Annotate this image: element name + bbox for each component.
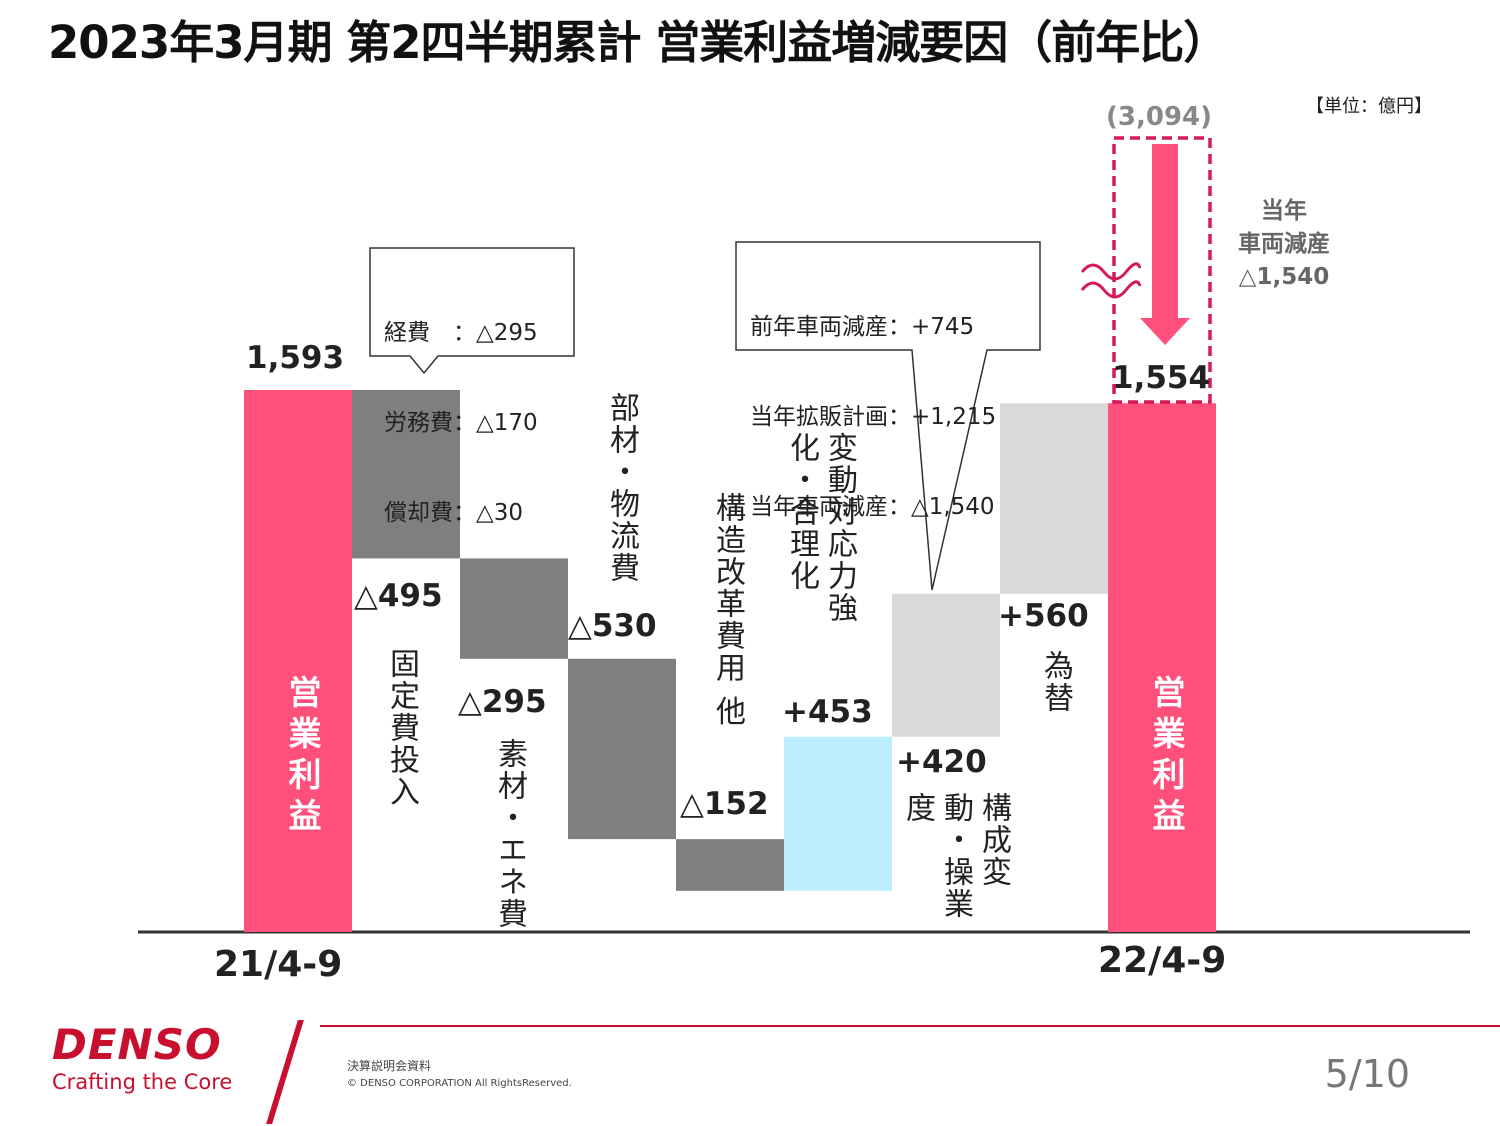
denso-logo: DENSO: [52, 1020, 222, 1069]
category-name-restructure: 構造改革費用 他: [710, 492, 745, 728]
value-label-end: 1,554: [1112, 360, 1211, 396]
x-category-end: 22/4-9: [1098, 940, 1227, 981]
fixed-cost-callout-box: [369, 247, 575, 375]
value-label-fx: +560: [998, 598, 1089, 634]
bar-restructure: [676, 839, 784, 891]
breakdown-line: 償却費：△30: [384, 500, 523, 526]
breakdown-line: 当年拡販計画：+1,215: [750, 404, 997, 430]
bar-materials: [460, 558, 568, 659]
value-label-materials: △295: [458, 684, 547, 720]
value-label-fixed: △495: [354, 578, 443, 614]
bar-logistics: [568, 658, 676, 840]
breakdown-line: 経費 ：△295: [384, 320, 538, 346]
bar-fx: [1000, 403, 1108, 594]
category-name-fx: 為替: [1038, 650, 1073, 714]
breakdown-line: 労務費：△170: [384, 410, 538, 436]
bar-text-start: 営業利益: [283, 675, 322, 839]
bar-volume: [892, 593, 1000, 737]
page-number: 5/10: [1324, 1052, 1410, 1096]
footer-divider: [320, 1025, 1500, 1027]
value-label-logistics: △530: [568, 608, 657, 644]
category-name-rationalize: 変動対応力強化・合理化: [784, 432, 857, 624]
prior-level-dashed-box: [1112, 136, 1212, 404]
reduction-arrow-icon: [1140, 144, 1190, 345]
reduction-line: 車両減産: [1238, 231, 1330, 257]
bar-end: [1108, 403, 1216, 933]
reduction-line: 当年: [1261, 198, 1307, 224]
bar-text-end: 営業利益: [1147, 675, 1186, 839]
x-category-start: 21/4-9: [214, 944, 343, 985]
bar-fixed: [352, 390, 460, 559]
breakdown-line: 前年車両減産：+745: [750, 314, 975, 340]
wave-mark-icon: [1080, 262, 1142, 281]
category-name-volume: 構成変動・操業度: [900, 792, 1011, 920]
breakdown-line: 当年車両減産：△1,540: [750, 494, 995, 520]
volume-breakdown: 前年車両減産：+745 当年拡販計画：+1,215 当年車両減産：△1,540: [750, 252, 996, 552]
copyright: © DENSO CORPORATION All RightsReserved.: [347, 1078, 572, 1089]
page-title: 2023年3月期 第2四半期累計 営業利益増減要因（前年比）: [48, 16, 1228, 69]
prior-value-label: (3,094): [1106, 102, 1213, 132]
value-label-rationalize: +453: [782, 694, 873, 730]
category-name-logistics: 部材・物流費: [604, 392, 639, 584]
value-label-restructure: △152: [680, 786, 769, 822]
document-name: 決算説明会資料: [347, 1059, 432, 1073]
footer-slash: [266, 1020, 304, 1124]
current-year-reduction: 当年 車両減産 △1,540: [1228, 195, 1340, 294]
wave-mark-icon: [1080, 280, 1142, 299]
bar-start: [244, 390, 352, 932]
fixed-cost-breakdown: 経費 ：△295 労務費：△170 償却費：△30: [384, 258, 538, 558]
category-name-fixed: 固定費投入: [384, 648, 419, 808]
waterfall-chart: [138, 136, 1470, 934]
category-name-materials: 素材・エネ費: [492, 738, 527, 930]
bar-rationalize: [784, 736, 892, 891]
tagline: Crafting the Core: [52, 1070, 233, 1094]
value-label-volume: +420: [896, 744, 987, 780]
value-label-start: 1,593: [246, 340, 345, 376]
unit-label: 【単位：億円】: [1306, 96, 1432, 117]
reduction-line: △1,540: [1238, 264, 1330, 290]
volume-callout-box: [735, 241, 1041, 591]
